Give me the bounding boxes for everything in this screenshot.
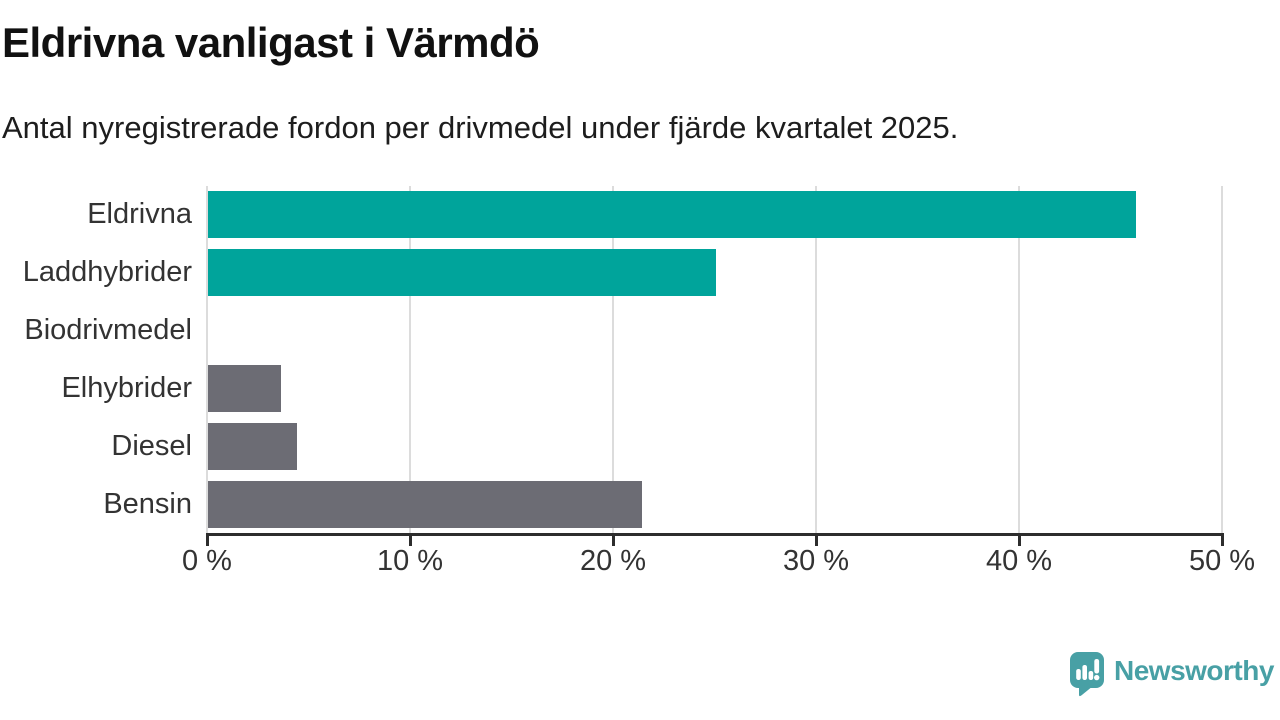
- category-label: Eldrivna: [87, 198, 192, 231]
- x-axis-tick-label: 20 %: [579, 545, 647, 577]
- plot-area: 0 % 10 % 20 % 30 % 40 % 50 %: [182, 186, 1255, 577]
- x-axis-tick-label: 50 %: [1188, 545, 1256, 577]
- x-axis-tick-label: 10 %: [376, 545, 444, 577]
- x-axis-tick: [205, 533, 209, 546]
- bar-elhybrider: [208, 364, 282, 412]
- x-axis-tick: [1017, 533, 1021, 546]
- gridline: [1221, 186, 1223, 533]
- category-label: Diesel: [111, 429, 192, 462]
- bar-bensin: [208, 480, 643, 528]
- bar-diesel: [208, 422, 298, 470]
- category-axis-labels: Eldrivna Laddhybrider Biodrivmedel Elhybrid…: [0, 186, 192, 533]
- category-label: Elhybrider: [61, 371, 192, 404]
- gridline: [1018, 186, 1020, 533]
- category-label: Bensin: [103, 487, 192, 520]
- bar-laddhybrider: [208, 249, 716, 297]
- bar-chart: Eldrivna Laddhybrider Biodrivmedel Elhybrid…: [0, 186, 1280, 606]
- category-label: Biodrivmedel: [24, 314, 192, 347]
- x-axis-tick: [814, 533, 818, 546]
- newsworthy-speech-bubble-barchart-icon: [1070, 652, 1104, 697]
- gridline: [206, 186, 208, 533]
- gridline: [612, 186, 614, 533]
- x-axis-tick: [408, 533, 412, 546]
- newsworthy-logo[interactable]: Newsworthy: [1070, 652, 1274, 697]
- chart-title: Eldrivna vanligast i Värmdö: [2, 19, 540, 66]
- x-axis-tick: [1220, 533, 1224, 546]
- x-axis-tick-label: 0 %: [182, 545, 232, 577]
- gridline: [409, 186, 411, 533]
- x-axis-tick-label: 30 %: [782, 545, 850, 577]
- chart-subtitle: Antal nyregistrerade fordon per drivmede…: [2, 110, 959, 145]
- gridline: [815, 186, 817, 533]
- bar-eldrivna: [208, 191, 1136, 239]
- x-axis-tick: [611, 533, 615, 546]
- category-label: Laddhybrider: [22, 256, 192, 289]
- x-axis-line: [207, 533, 1222, 536]
- x-axis-tick-label: 40 %: [985, 545, 1053, 577]
- brand-name: Newsworthy: [1114, 654, 1274, 686]
